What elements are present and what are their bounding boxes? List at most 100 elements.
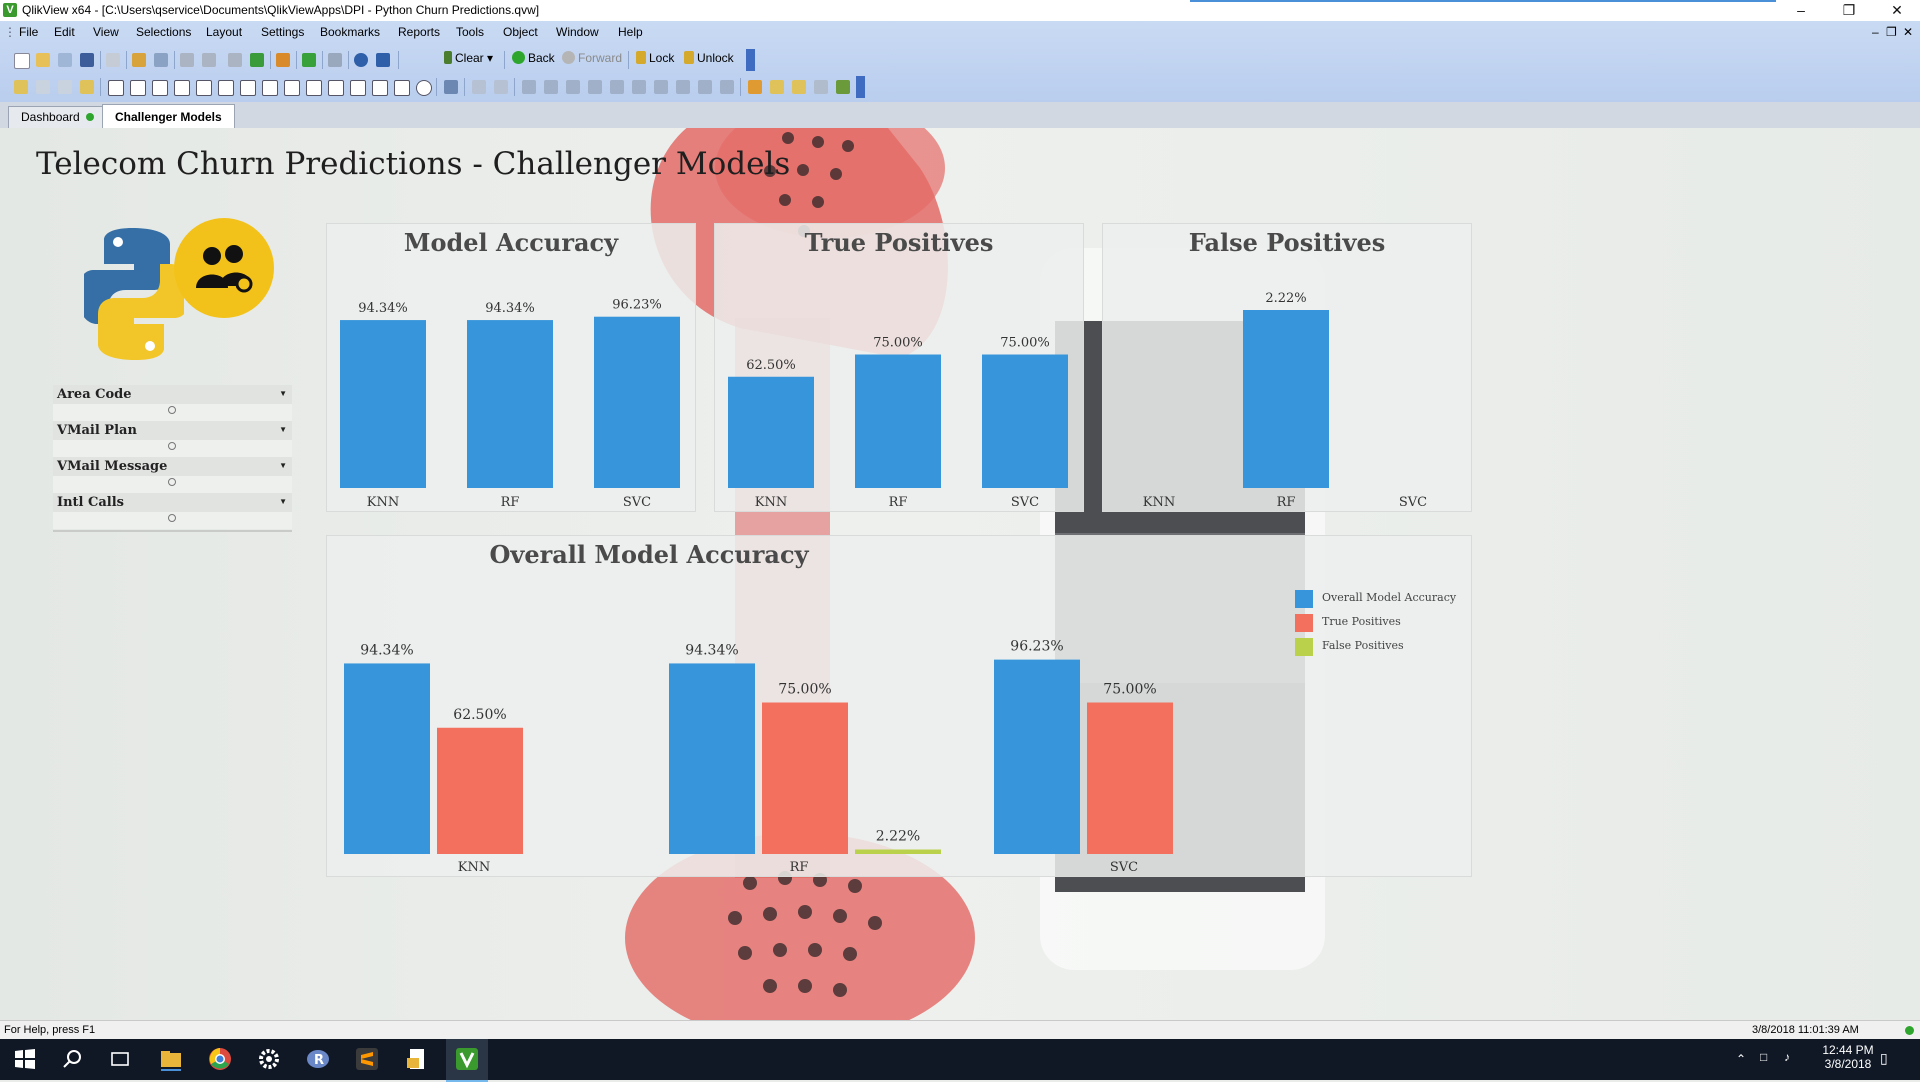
edit-module-icon[interactable] [328,53,342,67]
task-view-icon[interactable] [107,1046,133,1072]
print-icon[interactable] [106,53,120,67]
menu-selections[interactable]: Selections [136,25,192,39]
bookmark-star-icon[interactable] [302,53,316,67]
align-bottom-icon[interactable] [588,80,602,94]
save-icon[interactable] [80,53,94,67]
windows-start-icon[interactable] [12,1046,38,1072]
line-arrow-icon[interactable] [306,80,322,96]
chart-false-positives[interactable]: False Positives KNN 2.22% RF SVC [1102,223,1472,512]
layout-icon[interactable] [814,80,828,94]
table-box-icon[interactable] [174,80,190,96]
open-icon[interactable] [36,53,50,67]
menu-edit[interactable]: Edit [54,25,75,39]
select-area-icon[interactable] [494,80,508,94]
gauge-icon[interactable] [416,80,432,96]
space-horizontal-icon[interactable] [654,80,668,94]
dropdown-arrow-icon[interactable]: ▼ [279,497,287,506]
chart-model-accuracy[interactable]: Model Accuracy 94.34% KNN 94.34% RF 96.23% SV… [326,223,696,512]
toolbar2-overflow-icon[interactable] [856,76,865,98]
listbox-area-code[interactable]: Area Code ▼ [53,385,292,421]
align-left-icon[interactable] [522,80,536,94]
dropdown-arrow-icon[interactable]: ▼ [279,425,287,434]
bookmark-object-icon[interactable] [350,80,366,96]
menu-file[interactable]: File [19,25,39,39]
settings-gear-icon[interactable] [256,1046,282,1072]
search-icon[interactable] [228,53,242,67]
dropdown-arrow-icon[interactable]: ▼ [279,389,287,398]
button-tool-icon[interactable] [262,80,278,96]
chrome-icon[interactable] [207,1046,233,1072]
chart-wizard-icon[interactable] [276,53,290,67]
tab-challenger-models[interactable]: Challenger Models [102,104,235,129]
current-selections-icon[interactable] [240,80,256,96]
mdi-minimize-icon[interactable]: – [1872,25,1879,39]
align-top-icon[interactable] [632,80,646,94]
new-icon[interactable] [14,53,30,69]
clear-button[interactable]: Clear ▾ [444,51,493,65]
taskbar-clock[interactable]: 12:44 PM 3/8/2018 [1808,1043,1888,1071]
lock-button[interactable]: Lock [636,51,674,65]
sublime-text-icon[interactable] [354,1046,380,1072]
menu-window[interactable]: Window [556,25,599,39]
toolbar-overflow-icon[interactable] [746,49,755,71]
reload-icon[interactable] [58,53,72,67]
multi-box-icon[interactable] [152,80,168,96]
restore-icon[interactable]: ❐ [1842,2,1856,18]
chart-true-positives[interactable]: True Positives 62.50% KNN 75.00% RF 75.00% SV… [714,223,1084,512]
file-explorer-icon[interactable] [158,1046,184,1072]
promote-sheet-icon[interactable] [58,80,72,94]
select-icon[interactable] [250,53,264,67]
help-icon[interactable] [354,53,368,67]
align-middle-icon[interactable] [610,80,624,94]
export-icon[interactable] [836,80,850,94]
container-icon[interactable] [394,80,410,96]
space-vertical-icon[interactable] [676,80,690,94]
mdi-close-icon[interactable]: ✕ [1903,25,1914,39]
reload-data-icon[interactable] [154,53,168,67]
close-icon[interactable]: ✕ [1891,2,1903,18]
sheet-properties-icon[interactable] [80,80,94,94]
edit-script-icon[interactable] [132,53,146,67]
align-center-icon[interactable] [544,80,558,94]
design-grid-icon[interactable] [444,80,458,94]
ai-icon[interactable] [748,80,762,94]
listbox-intl-calls[interactable]: Intl Calls ▼ [53,493,292,529]
dropdown-arrow-icon[interactable]: ▼ [279,461,287,470]
listbox-vmail-message[interactable]: VMail Message ▼ [53,457,292,493]
menu-help[interactable]: Help [618,25,643,39]
add-sheet-icon[interactable] [36,80,50,94]
mdi-restore-icon[interactable]: ❐ [1886,25,1897,39]
statistics-box-icon[interactable] [130,80,146,96]
menu-view[interactable]: View [93,25,119,39]
volume-icon[interactable]: ♪ [1784,1050,1790,1064]
adjust-top-icon[interactable] [720,80,734,94]
listbox-vmail-plan[interactable]: VMail Plan ▼ [53,421,292,457]
new-sheet-icon[interactable] [14,80,28,94]
format-painter-icon[interactable] [472,80,486,94]
r-language-icon[interactable]: R [305,1046,331,1072]
document-app-icon[interactable] [404,1046,430,1072]
notifications-icon[interactable]: ▯ [1880,1050,1888,1066]
back-button[interactable]: Back [512,51,555,65]
tray-chevron-icon[interactable]: ⌃ [1736,1052,1747,1066]
input-box-icon[interactable] [218,80,234,96]
redo-icon[interactable] [202,53,216,67]
menu-object[interactable]: Object [503,25,538,39]
menu-tools[interactable]: Tools [456,25,485,39]
edit-object-icon[interactable] [792,80,806,94]
minimize-icon[interactable]: – [1797,2,1805,18]
undo-icon[interactable] [180,53,194,67]
align-right-icon[interactable] [566,80,580,94]
context-help-icon[interactable] [376,53,390,67]
search-object-icon[interactable] [372,80,388,96]
chart-tool-icon[interactable] [196,80,212,96]
forward-button[interactable]: Forward [562,51,622,65]
tab-dashboard[interactable]: Dashboard [8,106,107,128]
text-object-icon[interactable] [284,80,300,96]
menu-reports[interactable]: Reports [398,25,441,39]
network-icon[interactable]: □ [1760,1050,1768,1064]
chart-overall-model-accuracy[interactable]: Overall Model Accuracy 94.34% 62.50% KNN 94… [326,535,1472,877]
adjust-left-icon[interactable] [698,80,712,94]
search-icon[interactable] [60,1046,86,1072]
new-object-icon[interactable] [770,80,784,94]
